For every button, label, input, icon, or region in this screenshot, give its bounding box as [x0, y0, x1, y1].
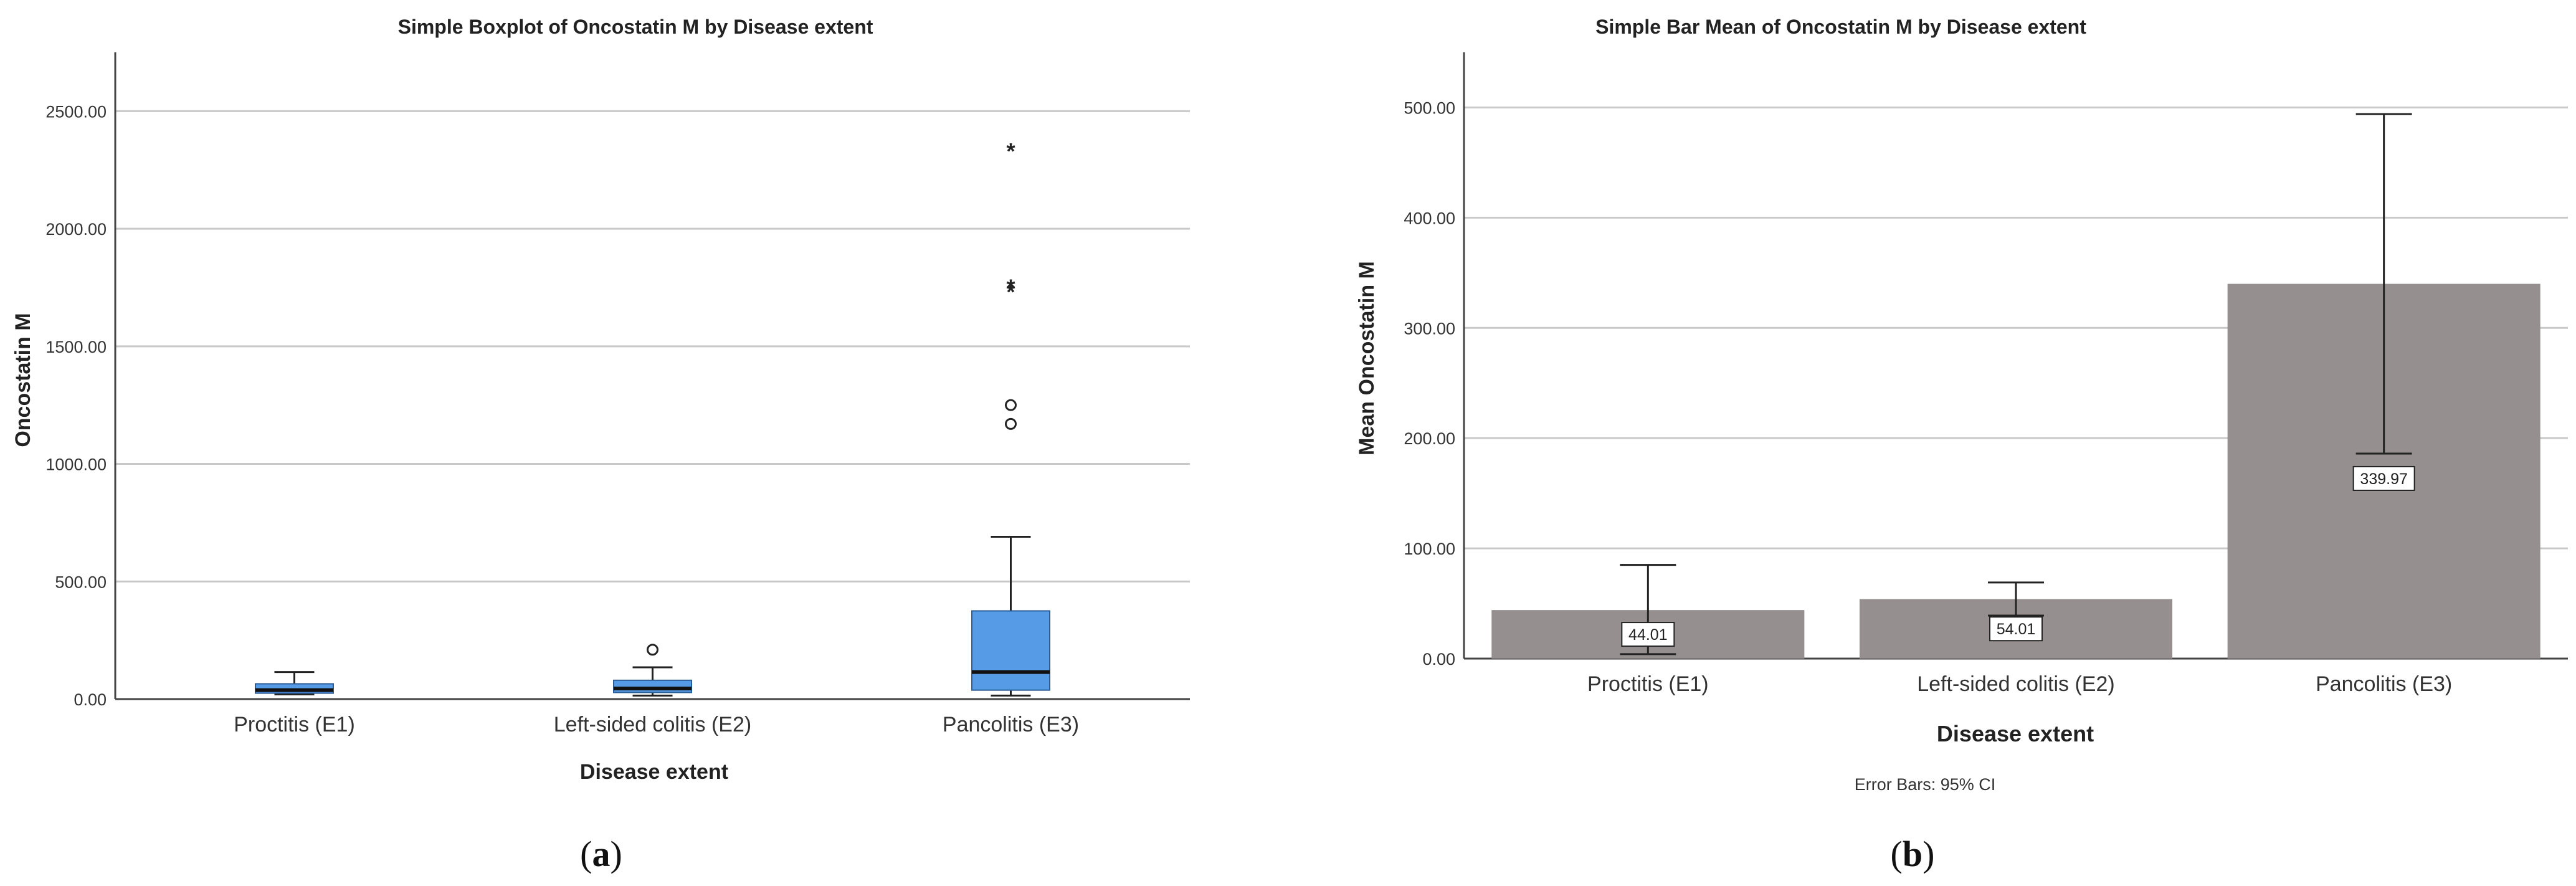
bar-value-label-box [1989, 616, 2043, 642]
boxplot-box [971, 610, 1050, 691]
bar-y-tick-labels: 0.00 100.00 200.00 300.00 400.00 500.00 [1404, 98, 1455, 669]
boxplot-y-tick-label: 2500.00 [45, 102, 107, 121]
boxplot-outlier [647, 644, 658, 656]
boxplot-x-tick-label: Pancolitis (E3) [943, 713, 1079, 736]
boxplot-box-group [255, 671, 334, 695]
boxplot-x-tick-label: Proctitis (E1) [234, 713, 355, 736]
error-bars-footnote: Error Bars: 95% CI [1855, 775, 1996, 794]
panel-label-a: (a) [580, 834, 622, 874]
boxplot-x-axis-title: Disease extent [580, 760, 728, 784]
bar-x-tick-label: Proctitis (E1) [1587, 672, 1709, 696]
boxplot-y-tick-label: 500.00 [55, 573, 107, 591]
bar-group: 44.01 [1491, 564, 1805, 659]
bar-x-axis-title: Disease extent [1937, 721, 2094, 746]
boxplot-gridlines [115, 110, 1190, 583]
boxplot-y-tick-label: 0.00 [74, 690, 107, 709]
boxplot-extreme: * [1006, 275, 1015, 300]
bar-value-label: 54.01 [1997, 621, 2036, 638]
boxplot-outlier [1005, 417, 1017, 430]
bar-y-axis-title: Mean Oncostatin M [1355, 261, 1379, 455]
bar-x-tick-label: Pancolitis (E3) [2316, 672, 2452, 696]
bar-y-tick-label: 300.00 [1404, 319, 1455, 338]
boxplot-extreme: * [1006, 279, 1015, 305]
boxplot-title: Simple Boxplot of Oncostatin M by Diseas… [398, 16, 873, 38]
bar-y-tick-label: 0.00 [1422, 650, 1455, 669]
bar-value-label: 339.97 [2360, 470, 2407, 488]
panel-label-a-letter: a [592, 834, 611, 874]
boxplot-panel: Simple Boxplot of Oncostatin M by Diseas… [11, 16, 1190, 874]
bar-x-tick-labels: Proctitis (E1) Left-sided colitis (E2) Pan… [1587, 672, 2452, 696]
boxplot-y-tick-label: 1000.00 [45, 455, 107, 474]
bar-y-tick-label: 100.00 [1404, 540, 1455, 558]
bar-value-label-box [2352, 465, 2415, 491]
boxplot-boxes: *** [255, 138, 1050, 697]
bar-panel: Simple Bar Mean of Oncostatin M by Disea… [1355, 16, 2568, 874]
bar-chart-title: Simple Bar Mean of Oncostatin M by Disea… [1595, 16, 2086, 38]
panel-label-b: (b) [1891, 834, 1935, 874]
bar-y-tick-label: 200.00 [1404, 429, 1455, 448]
bar-group: 54.01 [1859, 581, 2173, 659]
bar-series: 44.01 54.01 339.97 [1491, 113, 2540, 659]
boxplot-outlier [1005, 399, 1017, 411]
boxplot-box-group: *** [971, 138, 1050, 697]
boxplot-x-tick-label: Left-sided colitis (E2) [554, 713, 751, 736]
boxplot-y-tick-labels: 0.00 500.00 1000.00 1500.00 2000.00 2500.00 [45, 102, 107, 709]
boxplot-x-tick-labels: Proctitis (E1) Left-sided colitis (E2) Pan… [234, 713, 1079, 736]
boxplot-box [613, 679, 692, 693]
boxplot-extreme: * [1006, 138, 1015, 164]
bar-y-tick-label: 400.00 [1404, 209, 1455, 227]
bar-value-label-box [1621, 622, 1675, 647]
boxplot-y-axis-title: Oncostatin M [11, 313, 35, 447]
boxplot-y-tick-label: 2000.00 [45, 220, 107, 239]
bar-group: 339.97 [2227, 113, 2540, 659]
bar-x-tick-label: Left-sided colitis (E2) [1917, 672, 2114, 696]
panel-label-b-letter: b [1903, 834, 1922, 874]
boxplot-box-group [613, 644, 692, 697]
boxplot-y-tick-label: 1500.00 [45, 338, 107, 356]
bar-y-tick-label: 500.00 [1404, 98, 1455, 117]
bar-value-label: 44.01 [1628, 626, 1668, 644]
